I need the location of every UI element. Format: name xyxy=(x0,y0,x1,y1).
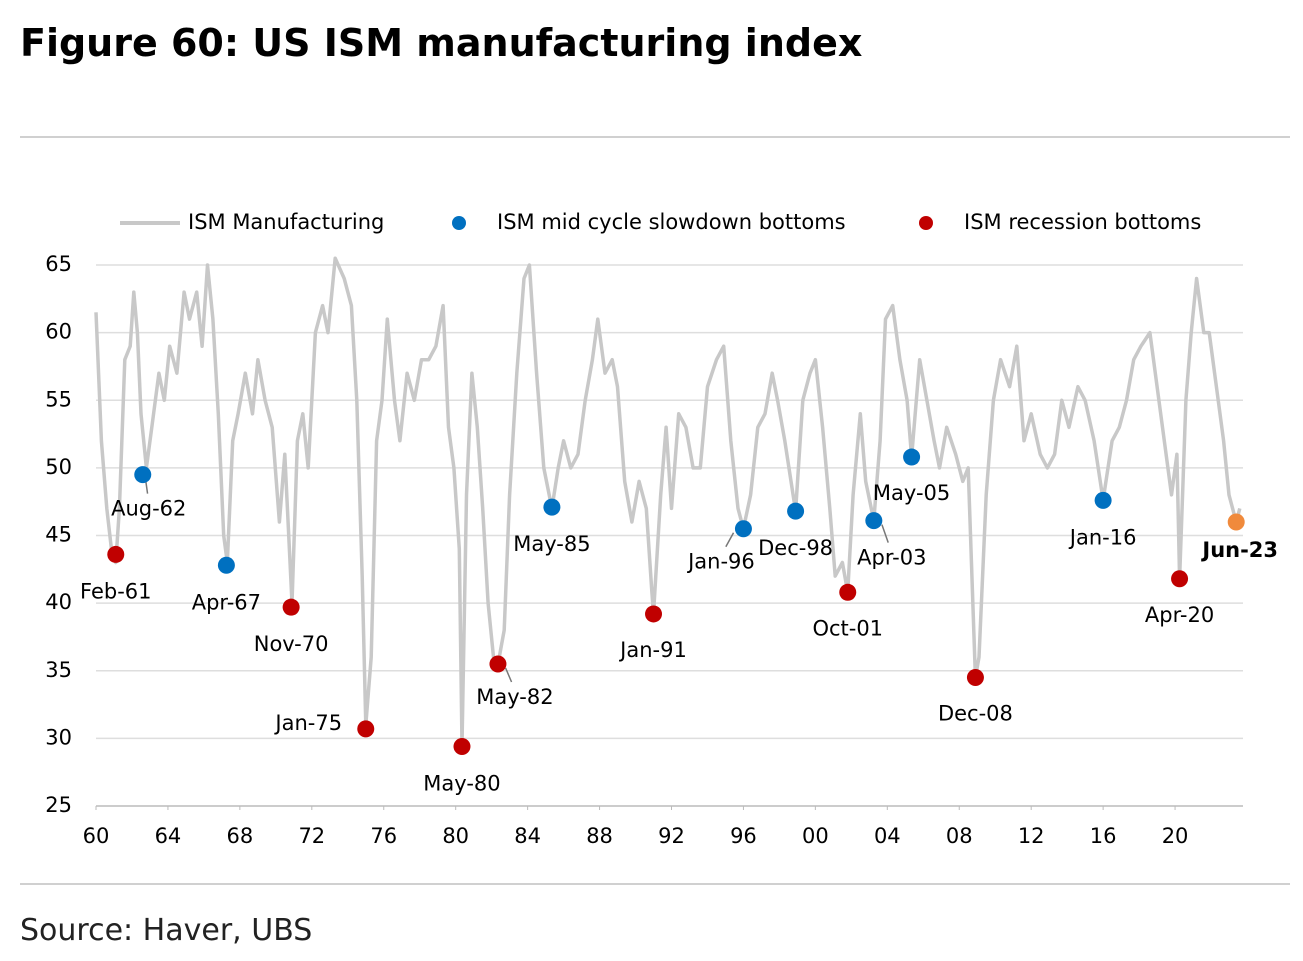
y-tick-label: 25 xyxy=(45,793,72,817)
y-tick-label: 35 xyxy=(45,658,72,682)
point-label: Feb-61 xyxy=(80,579,151,603)
x-tick-label: 20 xyxy=(1162,824,1189,848)
y-tick-label: 60 xyxy=(45,320,72,344)
legend-swatch xyxy=(452,216,466,230)
legend-label: ISM mid cycle slowdown bottoms xyxy=(497,210,846,234)
x-tick-label: 16 xyxy=(1090,824,1117,848)
latest-label: Jun-23 xyxy=(1200,538,1278,562)
x-tick-label: 72 xyxy=(298,824,325,848)
x-tick-label: 84 xyxy=(514,824,541,848)
bottom-dot xyxy=(787,502,805,520)
bottom-dot xyxy=(1171,570,1189,588)
x-tick-label: 96 xyxy=(730,824,757,848)
bottom-dot xyxy=(903,448,921,466)
point-label: Apr-20 xyxy=(1145,603,1214,627)
legend-swatch xyxy=(919,216,933,230)
y-tick-label: 30 xyxy=(45,725,72,749)
point-label: May-05 xyxy=(873,481,950,505)
bottom-dot xyxy=(453,737,471,755)
point-label: Oct-01 xyxy=(812,616,883,640)
point-label: Jan-16 xyxy=(1068,525,1137,549)
point-label: May-80 xyxy=(423,771,500,795)
bottom-dot xyxy=(282,598,300,616)
point-label: Jan-91 xyxy=(618,638,687,662)
x-tick-label: 80 xyxy=(442,824,469,848)
x-tick-label: 08 xyxy=(946,824,973,848)
bottom-dot xyxy=(966,669,984,687)
bottom-dot xyxy=(489,655,507,673)
bottom-dot xyxy=(357,720,375,738)
x-tick-label: 00 xyxy=(802,824,829,848)
legend-label: ISM recession bottoms xyxy=(964,210,1201,234)
point-label: Aug-62 xyxy=(111,497,186,521)
y-tick-label: 65 xyxy=(45,252,72,276)
x-tick-label: 12 xyxy=(1018,824,1045,848)
ism-line xyxy=(94,256,1242,747)
bottom-dot xyxy=(107,545,125,563)
x-tick-label: 88 xyxy=(586,824,613,848)
x-tick-label: 76 xyxy=(370,824,397,848)
x-tick-label: 64 xyxy=(155,824,182,848)
point-label: Jan-96 xyxy=(686,550,755,574)
y-tick-label: 45 xyxy=(45,523,72,547)
y-tick-label: 50 xyxy=(45,455,72,479)
x-tick-label: 92 xyxy=(658,824,685,848)
point-label: Dec-08 xyxy=(938,702,1013,726)
latest-dot xyxy=(1227,513,1245,531)
point-label: Dec-98 xyxy=(758,536,833,560)
leader-line xyxy=(881,524,889,543)
x-tick-label: 04 xyxy=(874,824,901,848)
bottom-dot xyxy=(734,520,752,538)
x-tick-label: 68 xyxy=(227,824,254,848)
bottom-dot xyxy=(1094,491,1112,509)
bottom-dot xyxy=(645,605,663,623)
y-tick-label: 40 xyxy=(45,590,72,614)
legend-label: ISM Manufacturing xyxy=(188,210,384,234)
bottom-dot xyxy=(134,466,152,484)
point-label: Jan-75 xyxy=(273,711,342,735)
point-label: Apr-67 xyxy=(192,590,261,614)
point-label: May-82 xyxy=(476,685,553,709)
bottom-dot xyxy=(543,498,561,516)
x-tick-label: 60 xyxy=(83,824,110,848)
leader-line xyxy=(504,667,513,683)
point-label: Nov-70 xyxy=(254,632,329,656)
bottom-dot xyxy=(839,583,857,601)
point-label: May-85 xyxy=(513,532,590,556)
leader-line xyxy=(725,532,735,548)
source: Source: Haver, UBS xyxy=(20,913,312,948)
bottom-dot xyxy=(865,512,883,530)
bottom-dot xyxy=(217,556,235,574)
chart-title: Figure 60: US ISM manufacturing index xyxy=(20,21,862,65)
y-tick-label: 55 xyxy=(45,387,72,411)
point-label: Apr-03 xyxy=(857,546,926,570)
